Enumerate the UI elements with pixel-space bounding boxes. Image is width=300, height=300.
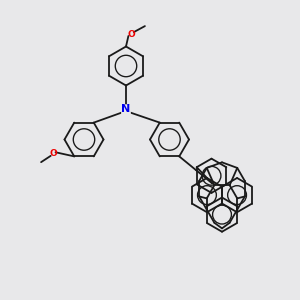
Text: O: O — [49, 149, 57, 158]
Text: O: O — [128, 30, 135, 39]
Text: N: N — [122, 104, 130, 115]
Text: N: N — [122, 104, 130, 115]
